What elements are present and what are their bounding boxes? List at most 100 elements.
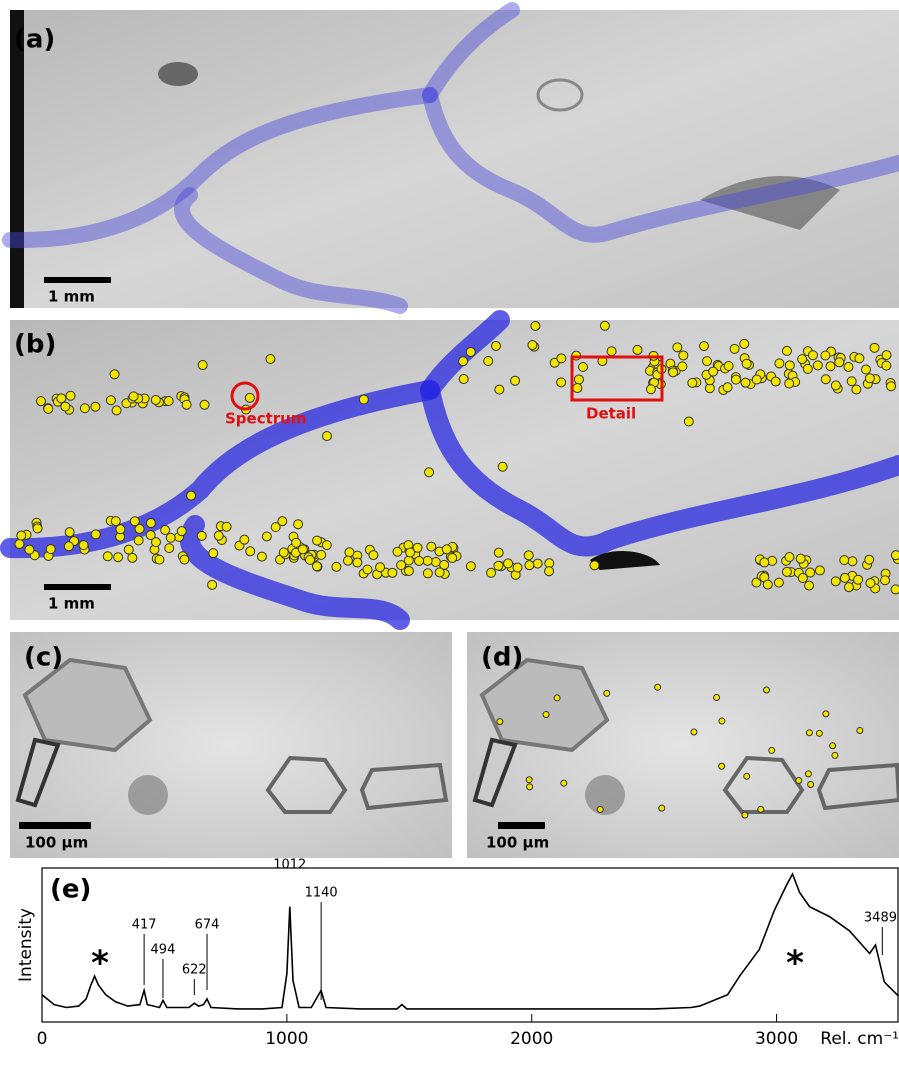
panel-b: (b) 1 mm Spectrum Detail [10,320,899,620]
peak-label: 3489 [864,911,897,926]
particle [353,558,362,567]
particle [369,551,378,560]
particle [200,400,209,409]
x-axis-label: Rel. cm⁻¹ [820,1029,899,1049]
particle [847,377,856,386]
particle [442,545,451,554]
particle [604,690,610,696]
particle [182,400,191,409]
particle [423,569,432,578]
particle [298,545,307,554]
particle [114,553,123,562]
spectrum-line [42,874,899,1009]
particle [494,561,503,570]
particle [554,695,560,701]
x-tick-label: 1000 [265,1029,308,1049]
particle [91,530,100,539]
particle [80,404,89,413]
particle [61,402,70,411]
particle [861,365,870,374]
panel-label: (b) [14,330,56,360]
particle [763,580,772,589]
particle [448,553,457,562]
particle [815,566,824,575]
particle [359,395,368,404]
particle [46,545,55,554]
particle [345,548,354,557]
particle [803,364,812,373]
particle [821,375,830,384]
scale-bar-label: 1 mm [48,595,95,613]
particle [209,549,218,558]
particle [129,392,138,401]
panel-d: (d) 100 µm [467,632,899,858]
y-axis-label: Intensity [16,908,36,982]
particle [222,522,231,531]
panel-c: (c) 100 µm [10,632,452,858]
particle [887,382,896,391]
panel-label: (e) [50,875,91,905]
particle [813,361,822,370]
particle [106,396,115,405]
particle [545,567,554,576]
particle [497,719,503,725]
particle [821,351,830,360]
particle [865,374,874,383]
particle [764,687,770,693]
particle [166,533,175,542]
particle [731,375,740,384]
particle [646,385,655,394]
particle [124,545,133,554]
particle [785,379,794,388]
particle [714,694,720,700]
particle [832,752,838,758]
particle [305,555,314,564]
particle [322,432,331,441]
particle [376,563,385,572]
particle [574,375,583,384]
scale-bar-label: 100 µm [486,834,549,852]
particle [782,346,791,355]
particle [134,536,143,545]
particle [161,526,170,535]
particle [266,354,275,363]
marker-label: Spectrum [225,410,306,428]
peak-label: 674 [195,918,220,933]
particle [151,395,160,404]
particle [313,536,322,545]
particle [659,805,665,811]
particle [459,375,468,384]
particle [678,362,687,371]
marker-label: Detail [586,405,636,423]
peak-label: 1012 [273,858,306,873]
particle [279,548,288,557]
particle [466,562,475,571]
peak-label: 417 [132,918,157,933]
particle [262,532,271,541]
particle [573,384,582,393]
particle [600,321,609,330]
particle [831,381,840,390]
particle [633,345,642,354]
particle [785,553,794,562]
particle [322,541,331,550]
particle [393,547,402,556]
particle [64,542,73,551]
particle [669,368,678,377]
particle [855,354,864,363]
particle [785,361,794,370]
particle [406,548,415,557]
particle [557,378,566,387]
particle [760,558,769,567]
annotation: * [91,944,109,984]
particle [740,339,749,348]
particle [531,321,540,330]
particle [719,763,725,769]
particle [388,568,397,577]
particle [848,557,857,566]
particle [865,555,874,564]
particle [607,347,616,356]
panel-label: (a) [14,25,55,55]
particle [774,578,783,587]
scale-bar-label: 1 mm [48,288,95,306]
